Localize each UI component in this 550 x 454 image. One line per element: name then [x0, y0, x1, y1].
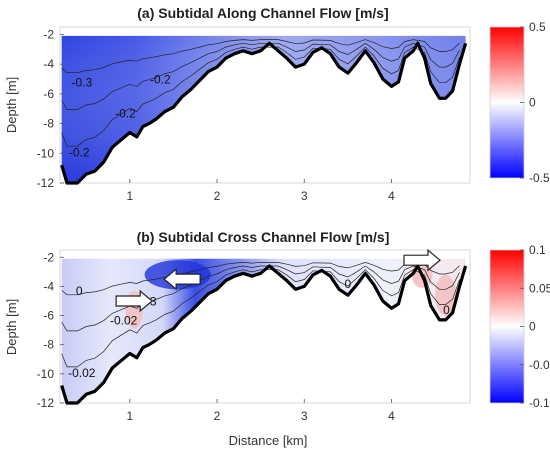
chart-title-b: (b) Subtidal Cross Channel Flow [m/s] — [137, 229, 390, 245]
y-axis-label-a: Depth [m] — [4, 77, 19, 133]
contour-line — [61, 269, 460, 368]
contour-line — [61, 46, 460, 147]
contour-label: 0 — [76, 284, 83, 298]
contour-line — [61, 265, 460, 332]
x-tick-label: 3 — [301, 409, 308, 423]
contour-label: 0 — [443, 303, 450, 317]
y-ticks-b: -2 -4 -6 -8 -10 -12 — [37, 250, 64, 410]
colorbar-tick-label: 0.05 — [529, 281, 550, 295]
contour-line — [61, 42, 460, 110]
contour-line — [61, 39, 460, 74]
flow-depth-shade-a — [61, 35, 466, 184]
flow-arrows-b — [115, 248, 441, 313]
x-tick-label: 2 — [214, 409, 221, 423]
x-tick-label: 4 — [388, 409, 395, 423]
y-ticks-a: -2 -4 -6 -8 -10 -12 — [37, 27, 64, 190]
flow-arrow-right — [403, 248, 441, 272]
y-axis-label-b: Depth [m] — [4, 299, 19, 355]
x-tick-label: 4 — [388, 189, 395, 203]
y-tick-label: -8 — [43, 338, 54, 352]
contour-label: -0.02 — [68, 366, 96, 380]
contour-label: -0.2 — [115, 107, 136, 121]
x-ticks-b: 1 2 3 4 — [126, 399, 395, 423]
contour-label: -0.2 — [150, 72, 171, 86]
x-tick-label: 1 — [126, 189, 133, 203]
x-ticks-a: 1 2 3 4 — [126, 179, 395, 203]
contour-lines-a — [61, 39, 460, 147]
y-tick-label: -2 — [43, 250, 54, 264]
y-tick-label: -12 — [37, 396, 55, 410]
y-tick-label: -4 — [43, 279, 54, 293]
bathymetry-line-a — [60, 41, 468, 185]
contour-label: -0.02 — [110, 313, 138, 327]
bathymetry-line-b — [60, 264, 468, 405]
colorbar-ticks-b: 0.1 0.05 0 -0.05 -0.1 — [520, 243, 550, 410]
y-tick-label: -2 — [43, 27, 54, 41]
y-tick-label: -8 — [43, 117, 54, 131]
colorbar-a — [489, 26, 525, 179]
colorbar-tick-label: -0.1 — [529, 396, 550, 410]
colorbar-b — [489, 249, 525, 404]
colorbar-tick-label: -0.05 — [529, 358, 550, 372]
x-tick-label: 3 — [301, 189, 308, 203]
flow-arrow-left — [163, 267, 201, 291]
y-tick-label: -4 — [43, 57, 54, 71]
y-tick-label: -6 — [43, 309, 54, 323]
y-tick-label: -12 — [37, 176, 55, 190]
x-tick-label: 2 — [214, 189, 221, 203]
y-tick-label: -6 — [43, 87, 54, 101]
colorbar-tick-label: -0.5 — [529, 171, 550, 185]
contour-lines-b — [61, 262, 460, 368]
x-axis-label-b: Distance [km] — [229, 433, 308, 448]
colorbar-tick-label: 0 — [529, 96, 536, 110]
contour-label: -0.2 — [69, 145, 90, 159]
colorbar-ticks-a: 0.5 0 -0.5 — [520, 20, 550, 185]
contour-labels-a: -0.3 -0.2 -0.2 -0.2 — [69, 72, 171, 159]
chart-title-a: (a) Subtidal Along Channel Flow [m/s] — [137, 5, 388, 21]
panel-a: -0.3 -0.2 -0.2 -0.2 1 2 3 4 -2 -4 -6 -8 -10 -12 (a)… — [4, 5, 550, 203]
y-tick-label: -10 — [37, 146, 55, 160]
positive-flow-patch — [435, 274, 457, 316]
contour-label: 0 — [345, 277, 352, 291]
y-tick-label: -10 — [37, 367, 55, 381]
flow-field-a — [61, 35, 466, 184]
colorbar-tick-label: 0.1 — [529, 243, 546, 257]
colorbar-tick-label: 0.5 — [529, 20, 546, 34]
flow-arrow-right — [115, 289, 154, 313]
colorbar-tick-label: 0 — [529, 320, 536, 334]
flow-region-b — [61, 258, 466, 403]
contour-label: -0.3 — [71, 75, 92, 89]
contour-line — [61, 262, 460, 296]
x-tick-label: 1 — [126, 409, 133, 423]
